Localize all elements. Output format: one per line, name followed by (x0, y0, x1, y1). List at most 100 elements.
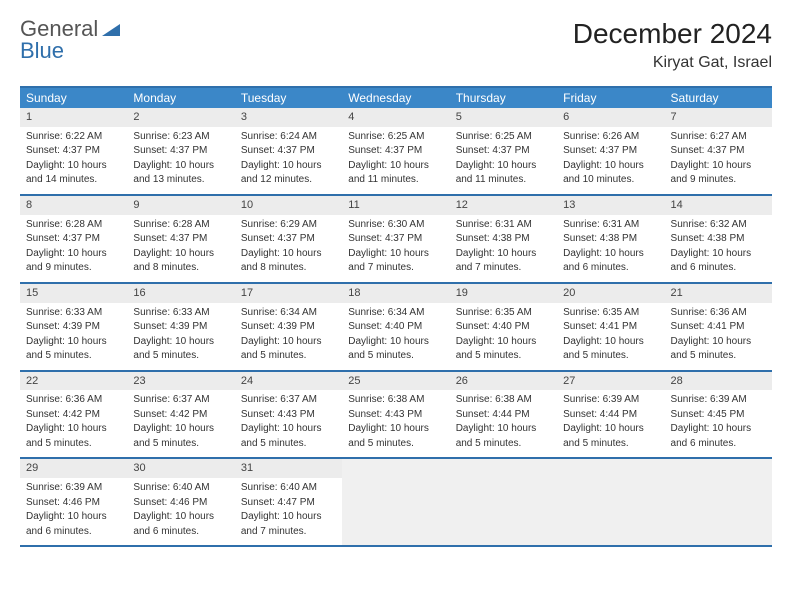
daylight-line-1: Daylight: 10 hours (456, 335, 551, 349)
day-content: Sunrise: 6:31 AMSunset: 4:38 PMDaylight:… (557, 218, 664, 275)
day-content: Sunrise: 6:39 AMSunset: 4:44 PMDaylight:… (557, 393, 664, 450)
day-content: Sunrise: 6:39 AMSunset: 4:45 PMDaylight:… (665, 393, 772, 450)
daylight-line-1: Daylight: 10 hours (133, 510, 228, 524)
day-content: Sunrise: 6:34 AMSunset: 4:39 PMDaylight:… (235, 306, 342, 363)
day-number: 17 (235, 284, 342, 303)
daylight-line-2: and 5 minutes. (133, 349, 228, 363)
calendar-day: 15Sunrise: 6:33 AMSunset: 4:39 PMDayligh… (20, 284, 127, 370)
sunrise-line: Sunrise: 6:23 AM (133, 130, 228, 144)
day-number: 11 (342, 196, 449, 215)
daylight-line-2: and 5 minutes. (348, 437, 443, 451)
daylight-line-1: Daylight: 10 hours (26, 510, 121, 524)
sunset-line: Sunset: 4:46 PM (26, 496, 121, 510)
daylight-line-1: Daylight: 10 hours (241, 247, 336, 261)
daylight-line-1: Daylight: 10 hours (456, 247, 551, 261)
daylight-line-1: Daylight: 10 hours (563, 335, 658, 349)
daylight-line-1: Daylight: 10 hours (348, 247, 443, 261)
sunrise-line: Sunrise: 6:36 AM (671, 306, 766, 320)
calendar-day: 31Sunrise: 6:40 AMSunset: 4:47 PMDayligh… (235, 459, 342, 545)
calendar-day: 29Sunrise: 6:39 AMSunset: 4:46 PMDayligh… (20, 459, 127, 545)
daylight-line-1: Daylight: 10 hours (563, 247, 658, 261)
sunrise-line: Sunrise: 6:38 AM (456, 393, 551, 407)
day-number: 14 (665, 196, 772, 215)
brand-logo: General Blue (20, 18, 120, 62)
day-number: 3 (235, 108, 342, 127)
day-content: Sunrise: 6:37 AMSunset: 4:42 PMDaylight:… (127, 393, 234, 450)
day-number: 12 (450, 196, 557, 215)
daylight-line-2: and 9 minutes. (26, 261, 121, 275)
sunset-line: Sunset: 4:37 PM (348, 144, 443, 158)
sunrise-line: Sunrise: 6:22 AM (26, 130, 121, 144)
day-content: Sunrise: 6:33 AMSunset: 4:39 PMDaylight:… (20, 306, 127, 363)
day-content: Sunrise: 6:25 AMSunset: 4:37 PMDaylight:… (450, 130, 557, 187)
daylight-line-2: and 7 minutes. (456, 261, 551, 275)
sunrise-line: Sunrise: 6:24 AM (241, 130, 336, 144)
calendar-day: 19Sunrise: 6:35 AMSunset: 4:40 PMDayligh… (450, 284, 557, 370)
day-content: Sunrise: 6:23 AMSunset: 4:37 PMDaylight:… (127, 130, 234, 187)
daylight-line-1: Daylight: 10 hours (241, 159, 336, 173)
calendar-day: 9Sunrise: 6:28 AMSunset: 4:37 PMDaylight… (127, 196, 234, 282)
daylight-line-1: Daylight: 10 hours (563, 159, 658, 173)
calendar-week: 22Sunrise: 6:36 AMSunset: 4:42 PMDayligh… (20, 372, 772, 460)
day-content: Sunrise: 6:36 AMSunset: 4:42 PMDaylight:… (20, 393, 127, 450)
day-content: Sunrise: 6:25 AMSunset: 4:37 PMDaylight:… (342, 130, 449, 187)
calendar-day: 5 Sunrise: 6:25 AMSunset: 4:37 PMDaylight… (450, 108, 557, 194)
daylight-line-2: and 5 minutes. (26, 349, 121, 363)
day-content: Sunrise: 6:29 AMSunset: 4:37 PMDaylight:… (235, 218, 342, 275)
sunrise-line: Sunrise: 6:33 AM (26, 306, 121, 320)
day-content: Sunrise: 6:38 AMSunset: 4:44 PMDaylight:… (450, 393, 557, 450)
daylight-line-2: and 6 minutes. (26, 525, 121, 539)
daylight-line-2: and 8 minutes. (241, 261, 336, 275)
daylight-line-2: and 5 minutes. (563, 349, 658, 363)
sunset-line: Sunset: 4:37 PM (241, 144, 336, 158)
day-number: 30 (127, 459, 234, 478)
sunrise-line: Sunrise: 6:31 AM (456, 218, 551, 232)
calendar-day: 10Sunrise: 6:29 AMSunset: 4:37 PMDayligh… (235, 196, 342, 282)
sunset-line: Sunset: 4:44 PM (456, 408, 551, 422)
title-block: December 2024 Kiryat Gat, Israel (573, 18, 772, 72)
daylight-line-1: Daylight: 10 hours (133, 159, 228, 173)
daylight-line-1: Daylight: 10 hours (348, 335, 443, 349)
day-number: 19 (450, 284, 557, 303)
day-number: 7 (665, 108, 772, 127)
day-content: Sunrise: 6:31 AMSunset: 4:38 PMDaylight:… (450, 218, 557, 275)
calendar-day: 23Sunrise: 6:37 AMSunset: 4:42 PMDayligh… (127, 372, 234, 458)
day-number: 5 (450, 108, 557, 127)
sunrise-line: Sunrise: 6:39 AM (671, 393, 766, 407)
sunset-line: Sunset: 4:37 PM (563, 144, 658, 158)
sunset-line: Sunset: 4:37 PM (348, 232, 443, 246)
sunset-line: Sunset: 4:43 PM (348, 408, 443, 422)
day-number: 24 (235, 372, 342, 391)
sunset-line: Sunset: 4:37 PM (133, 144, 228, 158)
sunrise-line: Sunrise: 6:32 AM (671, 218, 766, 232)
sunrise-line: Sunrise: 6:27 AM (671, 130, 766, 144)
calendar-day: 24Sunrise: 6:37 AMSunset: 4:43 PMDayligh… (235, 372, 342, 458)
calendar-week: 1Sunrise: 6:22 AMSunset: 4:37 PMDaylight… (20, 108, 772, 196)
sunrise-line: Sunrise: 6:40 AM (241, 481, 336, 495)
day-number: 27 (557, 372, 664, 391)
sunrise-line: Sunrise: 6:25 AM (348, 130, 443, 144)
sunrise-line: Sunrise: 6:31 AM (563, 218, 658, 232)
day-content: Sunrise: 6:26 AMSunset: 4:37 PMDaylight:… (557, 130, 664, 187)
day-content: Sunrise: 6:30 AMSunset: 4:37 PMDaylight:… (342, 218, 449, 275)
sunset-line: Sunset: 4:44 PM (563, 408, 658, 422)
sunrise-line: Sunrise: 6:29 AM (241, 218, 336, 232)
calendar-day: 13Sunrise: 6:31 AMSunset: 4:38 PMDayligh… (557, 196, 664, 282)
page-header: General Blue December 2024 Kiryat Gat, I… (20, 18, 772, 72)
day-number: 21 (665, 284, 772, 303)
sunrise-line: Sunrise: 6:39 AM (26, 481, 121, 495)
brand-triangle-icon (102, 16, 120, 41)
daylight-line-1: Daylight: 10 hours (348, 422, 443, 436)
calendar-day: 14Sunrise: 6:32 AMSunset: 4:38 PMDayligh… (665, 196, 772, 282)
daylight-line-2: and 11 minutes. (348, 173, 443, 187)
daylight-line-2: and 6 minutes. (133, 525, 228, 539)
sunrise-line: Sunrise: 6:25 AM (456, 130, 551, 144)
daylight-line-1: Daylight: 10 hours (26, 422, 121, 436)
calendar-day: 28Sunrise: 6:39 AMSunset: 4:45 PMDayligh… (665, 372, 772, 458)
sunset-line: Sunset: 4:39 PM (133, 320, 228, 334)
calendar-day: 18Sunrise: 6:34 AMSunset: 4:40 PMDayligh… (342, 284, 449, 370)
calendar-week: 15Sunrise: 6:33 AMSunset: 4:39 PMDayligh… (20, 284, 772, 372)
day-content: Sunrise: 6:39 AMSunset: 4:46 PMDaylight:… (20, 481, 127, 538)
sunrise-line: Sunrise: 6:36 AM (26, 393, 121, 407)
daylight-line-1: Daylight: 10 hours (133, 247, 228, 261)
